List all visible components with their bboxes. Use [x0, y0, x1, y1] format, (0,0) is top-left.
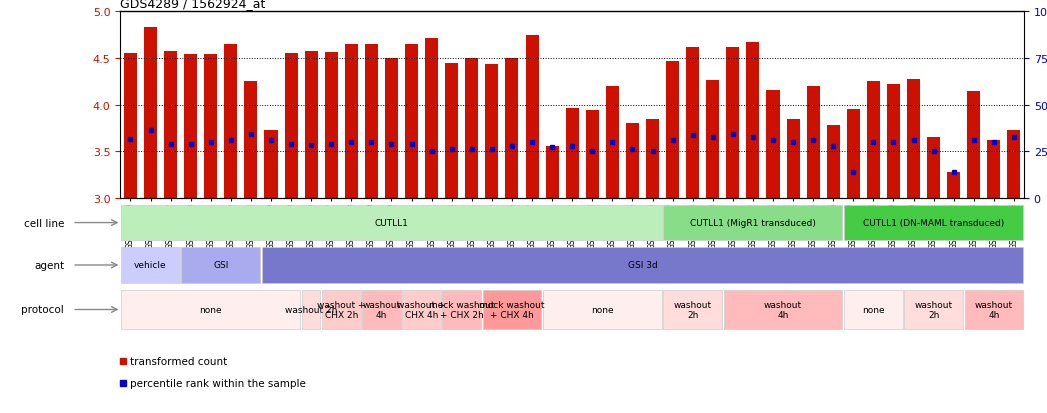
Bar [545, 146, 559, 198]
Bar [124, 54, 137, 198]
Bar [585, 111, 599, 198]
Bar [224, 45, 238, 198]
Bar [847, 110, 860, 198]
Bar [302, 291, 320, 329]
Bar [766, 90, 780, 198]
Text: CUTLL1: CUTLL1 [375, 218, 408, 228]
Text: washout
4h: washout 4h [362, 300, 401, 319]
Bar [181, 247, 260, 283]
Bar [204, 55, 218, 198]
Bar [686, 48, 699, 198]
Bar [486, 64, 498, 198]
Text: washout
2h: washout 2h [914, 300, 953, 319]
Bar [445, 64, 459, 198]
Text: washout 2h: washout 2h [285, 305, 337, 314]
Bar [465, 59, 478, 198]
Bar [121, 291, 300, 329]
Bar [262, 247, 1023, 283]
Bar [747, 43, 759, 198]
Bar [967, 91, 980, 198]
Bar [987, 140, 1000, 198]
Bar [927, 138, 940, 198]
Bar [322, 291, 360, 329]
Bar [425, 38, 438, 198]
Bar [723, 291, 843, 329]
Bar [887, 85, 900, 198]
Text: GSI: GSI [214, 261, 228, 270]
Text: GSI 3d: GSI 3d [627, 261, 658, 270]
Bar [664, 206, 843, 240]
Text: CUTLL1 (MigR1 transduced): CUTLL1 (MigR1 transduced) [690, 218, 816, 228]
Bar [405, 45, 418, 198]
Bar [285, 54, 297, 198]
Bar [806, 87, 820, 198]
Text: cell line: cell line [24, 218, 64, 228]
Text: mock washout
+ CHX 2h: mock washout + CHX 2h [429, 300, 494, 319]
Bar [867, 82, 879, 198]
Text: washout
4h: washout 4h [764, 300, 802, 319]
Text: CUTLL1 (DN-MAML transduced): CUTLL1 (DN-MAML transduced) [863, 218, 1004, 228]
Bar [164, 52, 177, 198]
Bar [1007, 131, 1021, 198]
Bar [402, 291, 441, 329]
Text: washout
2h: washout 2h [673, 300, 712, 319]
Text: none: none [591, 305, 614, 314]
Text: washout +
CHX 4h: washout + CHX 4h [398, 300, 446, 319]
Text: agent: agent [35, 260, 64, 271]
Bar [626, 124, 639, 198]
Bar [907, 80, 920, 198]
Bar [526, 36, 538, 198]
Text: transformed count: transformed count [130, 356, 227, 366]
Text: GDS4289 / 1562924_at: GDS4289 / 1562924_at [120, 0, 266, 10]
Bar [244, 82, 258, 198]
Bar [565, 109, 579, 198]
Text: washout +
CHX 2h: washout + CHX 2h [317, 300, 365, 319]
Bar [483, 291, 541, 329]
Text: none: none [862, 305, 885, 314]
Text: percentile rank within the sample: percentile rank within the sample [130, 377, 306, 387]
Bar [844, 291, 903, 329]
Bar [364, 45, 378, 198]
Bar [905, 291, 963, 329]
Bar [265, 131, 277, 198]
Bar [325, 53, 338, 198]
Bar [964, 291, 1023, 329]
Bar [666, 62, 680, 198]
Text: vehicle: vehicle [134, 261, 166, 270]
Bar [948, 172, 960, 198]
Bar [786, 120, 800, 198]
Bar [144, 28, 157, 198]
Text: washout
4h: washout 4h [975, 300, 1012, 319]
Bar [121, 206, 662, 240]
Bar [385, 59, 398, 198]
Bar [606, 87, 619, 198]
Bar [506, 59, 518, 198]
Bar [443, 291, 481, 329]
Bar [646, 119, 659, 198]
Bar [707, 81, 719, 198]
Bar [727, 48, 739, 198]
Text: mock washout
+ CHX 4h: mock washout + CHX 4h [480, 300, 544, 319]
Bar [543, 291, 662, 329]
Bar [844, 206, 1023, 240]
Bar [362, 291, 401, 329]
Text: none: none [199, 305, 222, 314]
Bar [344, 45, 358, 198]
Bar [827, 126, 840, 198]
Bar [664, 291, 722, 329]
Bar [121, 247, 180, 283]
Text: protocol: protocol [21, 305, 64, 315]
Bar [305, 52, 317, 198]
Bar [184, 55, 197, 198]
